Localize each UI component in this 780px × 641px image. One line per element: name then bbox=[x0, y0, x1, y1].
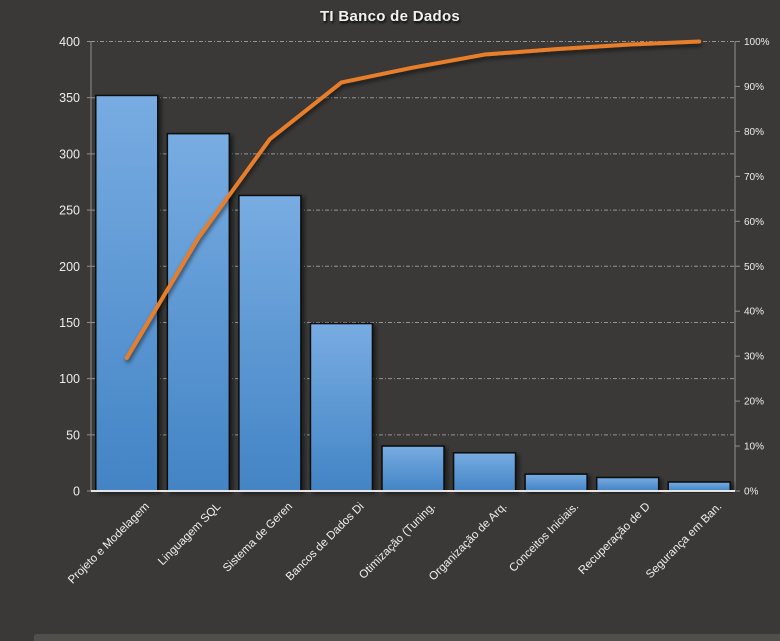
y-right-tick-label: 50% bbox=[744, 262, 764, 273]
x-category-label-1: Projeto e Modelagem bbox=[66, 501, 152, 587]
bar-6[interactable] bbox=[452, 452, 517, 492]
bar-5[interactable] bbox=[381, 445, 445, 492]
y-right-tick-label: 80% bbox=[744, 127, 764, 138]
y-right-tick-label: 100% bbox=[744, 37, 770, 48]
bar-1[interactable] bbox=[95, 94, 159, 492]
y-right-tick-label: 30% bbox=[744, 352, 764, 363]
y-right-tick-label: 40% bbox=[744, 307, 764, 318]
y-right-tick-label: 0% bbox=[744, 487, 759, 498]
x-category-label-3: Sistema de Geren bbox=[221, 501, 295, 575]
y-left-tick-label: 150 bbox=[59, 316, 80, 330]
y-left-tick-label: 300 bbox=[59, 147, 80, 161]
y-right-tick-label: 20% bbox=[744, 397, 764, 408]
y-right-tick-label: 70% bbox=[744, 172, 764, 183]
y-right-tick-label: 10% bbox=[744, 442, 764, 453]
bar-4[interactable] bbox=[309, 322, 374, 492]
x-category-label-5: Otimização (Tuning. bbox=[357, 501, 438, 582]
y-left-tick-label: 350 bbox=[59, 91, 80, 105]
cumulative-line[interactable] bbox=[124, 39, 702, 360]
x-category-label-2: Linguagem SQL bbox=[156, 500, 224, 568]
y-left-tick-label: 0 bbox=[73, 485, 80, 499]
y-right-tick-label: 90% bbox=[744, 82, 764, 93]
y-left-tick-label: 100 bbox=[59, 372, 80, 386]
bar-7[interactable] bbox=[524, 473, 588, 492]
x-category-label-7: Conceitos Iniciais. bbox=[507, 501, 581, 575]
y-left-tick-label: 400 bbox=[59, 35, 80, 49]
x-category-label-6: Organização de Arq. bbox=[427, 501, 510, 584]
y-left-tick-label: 50 bbox=[66, 428, 80, 442]
bar-9[interactable] bbox=[667, 481, 731, 492]
x-category-label-9: Segurança em Ban. bbox=[644, 501, 724, 581]
chart-title[interactable]: TI Banco de Dados bbox=[319, 8, 461, 25]
bar-8[interactable] bbox=[595, 476, 660, 492]
x-category-label-8: Recuperação de D bbox=[576, 501, 652, 577]
y-left-tick-label: 200 bbox=[59, 260, 80, 274]
bottom-edge-strip bbox=[34, 634, 780, 641]
bar-3[interactable] bbox=[238, 194, 302, 492]
bar-2[interactable] bbox=[166, 132, 231, 492]
y-right-tick-label: 60% bbox=[744, 217, 764, 228]
x-category-label-4: Bancos de Dados Di bbox=[284, 501, 367, 584]
y-left-tick-label: 250 bbox=[59, 204, 80, 218]
